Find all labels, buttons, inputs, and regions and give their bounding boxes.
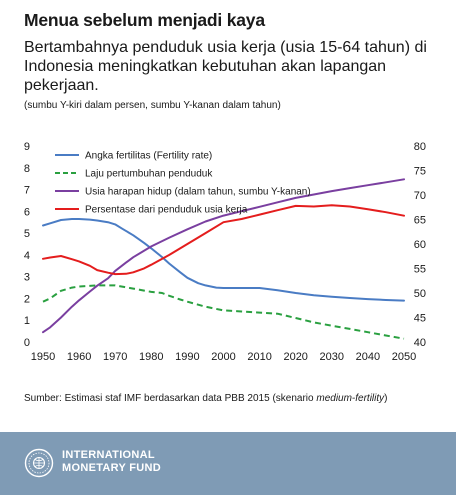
y-right-tick-label-75: 75: [414, 166, 426, 178]
x-tick-label-1950: 1950: [31, 351, 55, 363]
org-line-2: MONETARY FUND: [62, 462, 161, 475]
y-right-tick-label-50: 50: [414, 288, 426, 300]
y-right-tick-label-40: 40: [414, 337, 426, 349]
y-left-tick-label-0: 0: [24, 337, 30, 349]
x-tick-label-1980: 1980: [139, 351, 163, 363]
legend-label-2: Laju pertumbuhan penduduk: [85, 169, 213, 180]
line-chart: 1950 1960 1970 1980 1990 2000 2010 2020 2030 2040…: [0, 118, 456, 388]
source-note: Sumber: Estimasi staf IMF berdasarkan da…: [24, 393, 388, 404]
x-tick-label-2020: 2020: [283, 351, 307, 363]
y-right-tick-label-55: 55: [414, 264, 426, 276]
source-suffix: ): [384, 393, 387, 404]
x-tick-label-2000: 2000: [211, 351, 235, 363]
y-left-tick-label-8: 8: [24, 163, 30, 175]
y-left-tick-label-2: 2: [24, 293, 30, 305]
x-tick-label-2050: 2050: [392, 351, 416, 363]
x-tick-label-1960: 1960: [67, 351, 91, 363]
x-tick-label-1970: 1970: [103, 351, 127, 363]
legend-label-4: Persentase dari penduduk usia kerja: [85, 205, 248, 216]
y-right-tick-label-80: 80: [414, 141, 426, 153]
x-tick-label-2030: 2030: [320, 351, 344, 363]
imf-seal-icon: [24, 448, 54, 478]
x-tick-label-2040: 2040: [356, 351, 380, 363]
y-right-tick-label-70: 70: [414, 190, 426, 202]
org-line-1: INTERNATIONAL: [62, 449, 161, 462]
y-left-tick-label-9: 9: [24, 141, 30, 153]
y-left-tick-label-3: 3: [24, 272, 30, 284]
x-tick-label-2010: 2010: [247, 351, 271, 363]
legend-label-1: Angka fertilitas (Fertility rate): [85, 151, 212, 162]
series-line-3: [43, 179, 404, 332]
series-line-2: [43, 285, 404, 338]
y-right-tick-label-60: 60: [414, 239, 426, 251]
y-left-tick-label-6: 6: [24, 206, 30, 218]
y-right-tick-label-45: 45: [414, 313, 426, 325]
y-left-tick-label-4: 4: [24, 250, 30, 262]
y-left-tick-label-1: 1: [24, 315, 30, 327]
source-italic: medium-fertility: [316, 393, 384, 404]
x-tick-label-1990: 1990: [175, 351, 199, 363]
org-name: INTERNATIONAL MONETARY FUND: [62, 449, 161, 475]
series-line-1: [43, 219, 404, 301]
legend-label-3: Usia harapan hidup (dalam tahun, sumbu Y…: [85, 187, 311, 198]
axis-note: (sumbu Y-kiri dalam persen, sumbu Y-kana…: [24, 100, 281, 111]
y-left-tick-label-5: 5: [24, 228, 30, 240]
footer-bar: INTERNATIONAL MONETARY FUND: [0, 432, 456, 495]
y-left-tick-label-7: 7: [24, 185, 30, 197]
y-right-tick-label-65: 65: [414, 215, 426, 227]
chart-subtitle: Bertambahnya penduduk usia kerja (usia 1…: [24, 38, 444, 95]
chart-title: Menua sebelum menjadi kaya: [24, 10, 265, 31]
source-prefix: Sumber: Estimasi staf IMF berdasarkan da…: [24, 393, 316, 404]
